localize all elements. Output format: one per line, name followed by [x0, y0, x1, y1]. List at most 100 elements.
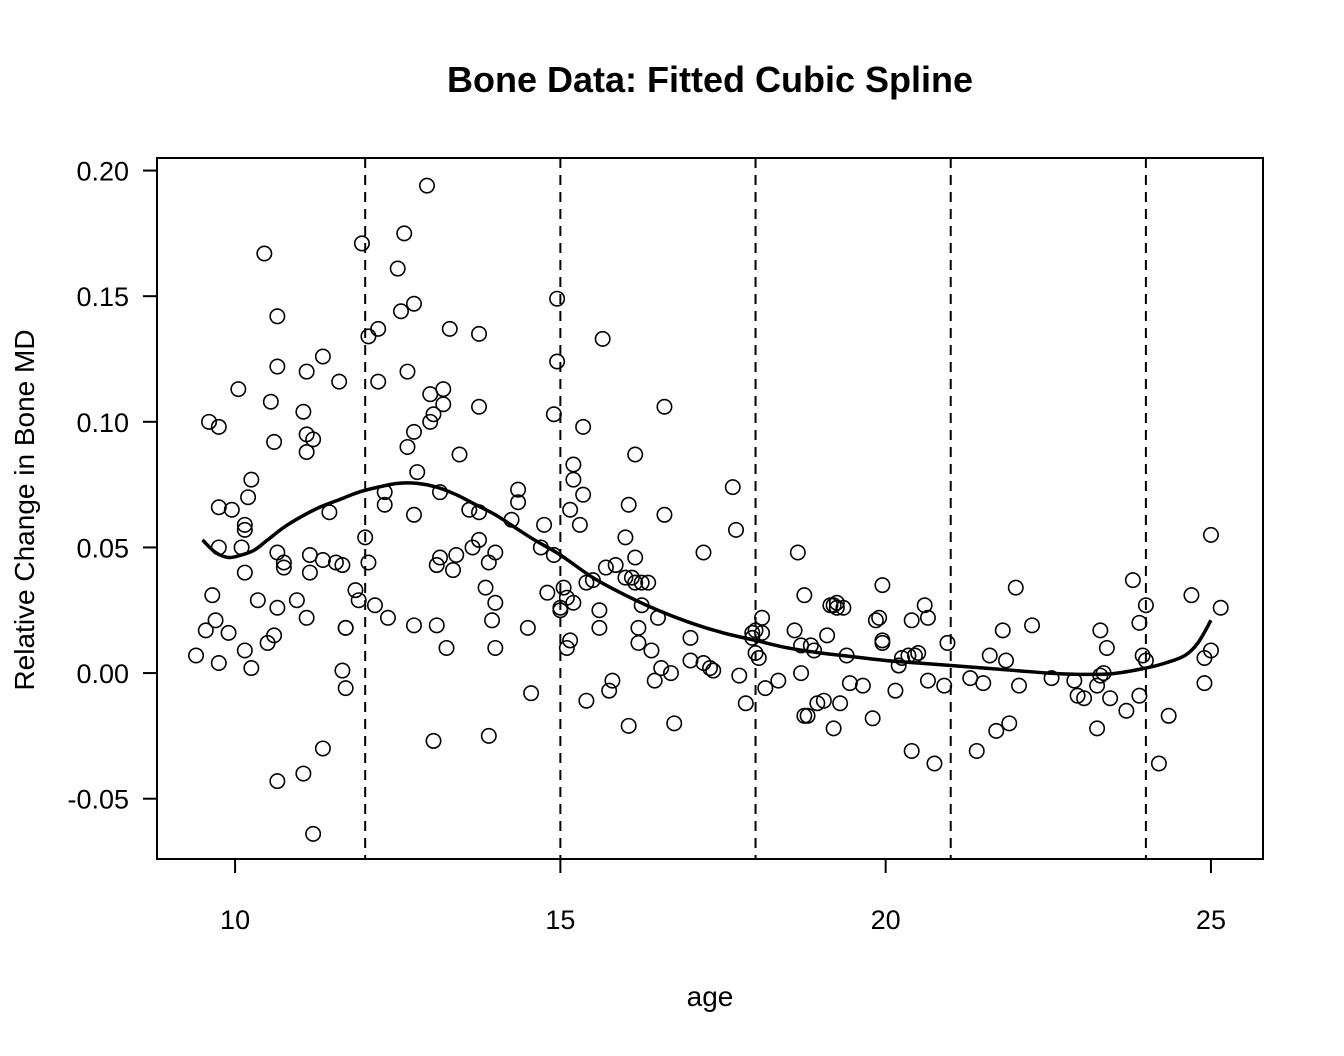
data-point	[910, 644, 927, 661]
data-point	[662, 665, 679, 682]
data-point	[1089, 677, 1106, 694]
data-point	[262, 393, 279, 410]
data-point	[981, 647, 998, 664]
data-point	[210, 499, 227, 516]
data-point	[1092, 622, 1109, 639]
data-point	[1102, 690, 1119, 707]
y-tick-label: 0.20	[76, 157, 129, 187]
data-point	[998, 652, 1015, 669]
y-axis: -0.05 0.00 0.05 0.10 0.15 0.20	[67, 157, 158, 815]
data-point	[360, 554, 377, 571]
data-point	[867, 612, 884, 629]
fitted-spline	[201, 481, 1213, 677]
data-point	[549, 290, 566, 307]
data-point	[555, 579, 572, 596]
data-point	[314, 552, 331, 569]
data-point	[275, 559, 292, 576]
data-point	[269, 773, 286, 790]
data-point	[617, 529, 634, 546]
data-point	[874, 577, 891, 594]
data-point	[314, 740, 331, 757]
data-point	[269, 544, 286, 561]
x-axis: 10 15 20 25	[220, 858, 1226, 935]
data-point	[594, 330, 611, 347]
data-point	[392, 303, 409, 320]
data-point	[1131, 687, 1148, 704]
data-point	[350, 592, 367, 609]
data-point	[919, 672, 936, 689]
data-point	[204, 587, 221, 604]
data-point	[919, 609, 936, 626]
data-point	[425, 406, 442, 423]
data-point	[656, 398, 673, 415]
data-point	[591, 602, 608, 619]
data-point	[737, 695, 754, 712]
data-point	[1212, 599, 1229, 616]
data-point	[298, 363, 315, 380]
data-points	[188, 177, 1229, 842]
y-tick-label: 0.05	[76, 533, 129, 563]
data-point	[770, 672, 787, 689]
data-point	[682, 629, 699, 646]
data-point	[630, 619, 647, 636]
data-point	[269, 599, 286, 616]
data-point	[1089, 720, 1106, 737]
data-point	[728, 521, 745, 538]
data-point	[607, 557, 624, 574]
data-point	[1202, 642, 1219, 659]
knot-lines	[364, 158, 1147, 859]
data-point	[750, 649, 767, 666]
data-point	[536, 516, 553, 533]
data-point	[705, 662, 722, 679]
data-point	[627, 574, 644, 591]
data-point	[399, 363, 416, 380]
data-point	[757, 680, 774, 697]
data-point	[656, 506, 673, 523]
data-point	[571, 516, 588, 533]
data-point	[480, 727, 497, 744]
data-point	[841, 675, 858, 692]
data-point	[389, 260, 406, 277]
data-point	[243, 471, 260, 488]
data-point	[438, 639, 455, 656]
data-point	[230, 381, 247, 398]
data-point	[545, 406, 562, 423]
data-point	[968, 742, 985, 759]
data-point	[243, 660, 260, 677]
data-point	[295, 403, 312, 420]
data-point	[256, 245, 273, 262]
data-point	[643, 642, 660, 659]
data-point	[523, 685, 540, 702]
data-point	[295, 765, 312, 782]
data-point	[418, 177, 435, 194]
data-point	[471, 531, 488, 548]
data-point	[1043, 670, 1060, 687]
data-point	[301, 564, 318, 581]
data-point	[617, 569, 634, 586]
data-point	[409, 464, 426, 481]
data-point	[1098, 639, 1115, 656]
data-point	[747, 622, 764, 639]
data-point	[487, 544, 504, 561]
data-point	[620, 496, 637, 513]
x-axis-label: age	[687, 981, 734, 1012]
data-point	[623, 569, 640, 586]
data-point	[448, 546, 465, 563]
data-point	[793, 665, 810, 682]
data-point	[376, 496, 393, 513]
data-point	[396, 225, 413, 242]
data-point	[360, 328, 377, 345]
data-point	[682, 652, 699, 669]
data-point	[210, 418, 227, 435]
data-point	[425, 732, 442, 749]
data-point	[347, 582, 364, 599]
data-point	[815, 692, 832, 709]
data-point	[828, 599, 845, 616]
data-point	[441, 320, 458, 337]
data-point	[796, 587, 813, 604]
data-point	[887, 682, 904, 699]
data-point	[298, 609, 315, 626]
data-point	[370, 320, 387, 337]
data-point	[825, 720, 842, 737]
data-point	[451, 446, 468, 463]
